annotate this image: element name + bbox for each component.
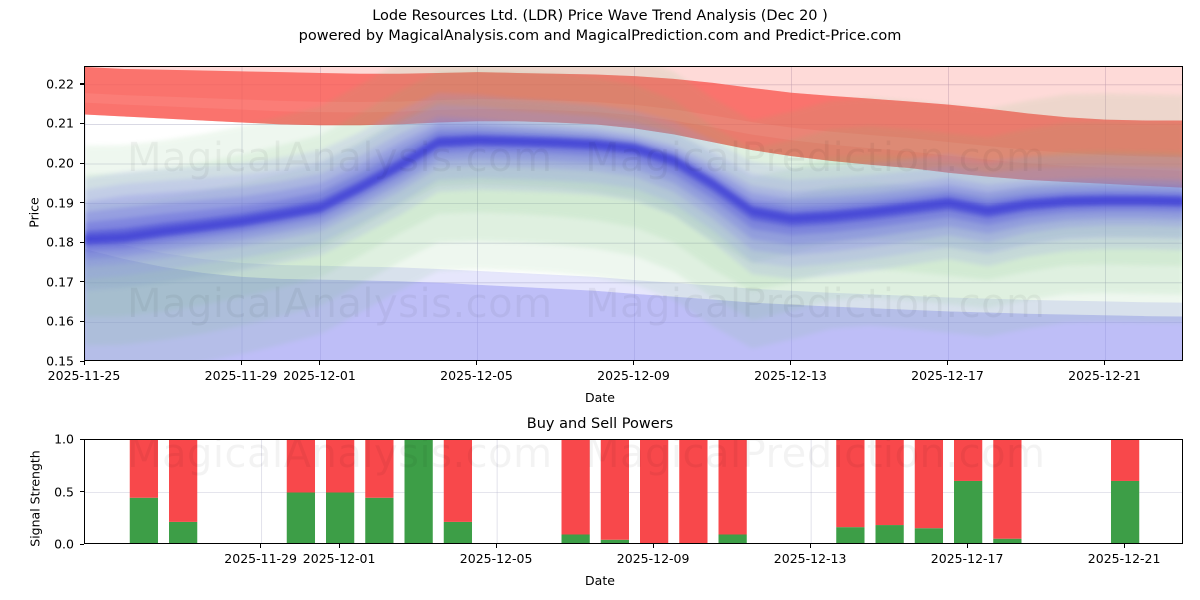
sell-power-bar: [993, 440, 1022, 539]
signal-x-tickmark: [809, 544, 811, 548]
sell-power-bar: [679, 440, 708, 543]
buy-power-bar: [326, 492, 355, 543]
sell-power-bar: [443, 440, 473, 522]
sell-power-bar: [129, 440, 159, 498]
signal-x-axis-label: Date: [585, 573, 615, 588]
page-title: Lode Resources Ltd. (LDR) Price Wave Tre…: [0, 6, 1200, 46]
price-y-tick-018: 0.18: [46, 234, 74, 250]
price-y-tickmark: [80, 83, 84, 85]
price-y-tickmark: [80, 320, 84, 323]
price-y-tick-020: 0.20: [46, 155, 74, 171]
buy-power-bar: [169, 521, 198, 543]
title-primary: Lode Resources Ltd. (LDR) Price Wave Tre…: [372, 8, 828, 24]
buy-power-bar: [993, 538, 1022, 543]
price-x-tick-2025-12-17: 2025-12-17: [911, 368, 984, 383]
signal-x-tickmark: [966, 544, 968, 548]
price-plot-area: MagicalAnalysis.com MagicalPrediction.co…: [84, 66, 1183, 361]
signal-y-tick-10: 1.0: [54, 431, 74, 447]
signal-x-tickmark: [260, 544, 262, 548]
buy-power-bar: [875, 525, 904, 543]
buy-power-bar: [954, 480, 983, 543]
buy-power-bar: [286, 492, 316, 543]
buy-power-bar: [914, 528, 944, 543]
buy-power-bar: [1110, 480, 1140, 543]
signal-x-tick-2025-11-29: 2025-11-29: [224, 551, 297, 566]
price-x-tickmark: [476, 361, 478, 365]
signal-chart-title: Buy and Sell Powers: [526, 416, 674, 432]
sell-power-bar: [561, 440, 590, 535]
signal-x-tickmark: [652, 544, 654, 548]
price-y-tick-015: 0.15: [46, 353, 74, 369]
signal-x-tickmark: [338, 544, 340, 548]
signal-y-tickmark: [80, 491, 84, 493]
sell-power-bar: [600, 440, 630, 540]
buy-power-bar: [404, 440, 433, 543]
buy-power-bar: [365, 497, 394, 543]
sell-power-bar: [914, 440, 944, 529]
sell-power-bar: [836, 440, 865, 528]
price-y-tickmark: [80, 202, 84, 204]
price-x-tick-2025-11-25: 2025-11-25: [47, 368, 121, 383]
price-y-tickmark: [80, 241, 84, 243]
title-secondary: powered by MagicalAnalysis.com and Magic…: [298, 28, 902, 44]
signal-y-tickmark: [80, 543, 84, 545]
sell-power-bar: [875, 440, 904, 526]
signal-x-tick-2025-12-13: 2025-12-13: [773, 551, 847, 566]
price-x-tick-2025-12-09: 2025-12-09: [597, 368, 670, 383]
price-y-tick-019: 0.19: [46, 195, 74, 211]
price-x-tickmark: [1104, 361, 1106, 365]
signal-chart-svg: [85, 440, 1182, 543]
price-y-tickmark: [80, 122, 84, 125]
signal-plot-area: MagicalAnalysis.com MagicalPrediction.co…: [84, 439, 1183, 544]
price-x-tickmark: [947, 361, 949, 365]
price-x-tickmark: [240, 361, 242, 365]
price-y-tick-021: 0.21: [46, 115, 74, 131]
price-x-tickmark: [83, 361, 85, 365]
buy-power-bar: [561, 534, 590, 543]
sell-power-bar: [365, 440, 394, 498]
signal-x-tick-2025-12-01: 2025-12-01: [302, 551, 376, 566]
signal-x-tick-2025-12-17: 2025-12-17: [930, 551, 1004, 566]
buy-power-bar: [129, 497, 159, 543]
price-chart-svg: [85, 67, 1182, 360]
signal-x-tickmark: [495, 544, 497, 548]
buy-power-bar: [836, 527, 865, 543]
sell-power-bar: [718, 440, 747, 535]
buy-power-bar: [443, 521, 473, 543]
signal-y-tick-00: 0.0: [54, 536, 74, 552]
signal-y-tickmark: [80, 438, 84, 440]
signal-x-tick-2025-12-21: 2025-12-21: [1087, 551, 1161, 566]
price-y-tickmark: [80, 281, 84, 283]
price-y-tick-022: 0.22: [46, 76, 74, 92]
signal-x-tickmark: [1123, 544, 1125, 548]
price-x-tick-2025-12-21: 2025-12-21: [1068, 368, 1141, 383]
sell-power-bar: [1110, 440, 1140, 481]
price-x-tick-2025-12-13: 2025-12-13: [754, 368, 827, 383]
price-y-tickmark: [80, 162, 84, 164]
price-x-tickmark: [633, 361, 635, 365]
sell-power-bar: [640, 440, 669, 543]
sell-power-bar: [169, 440, 198, 522]
sell-power-bar: [326, 440, 355, 493]
price-x-tick-2025-12-05: 2025-12-05: [440, 368, 513, 383]
sell-power-bar: [286, 440, 316, 493]
signal-x-tick-2025-12-09: 2025-12-09: [616, 551, 690, 566]
price-y-tickmark: [80, 360, 84, 362]
price-x-tickmark: [319, 361, 321, 365]
signal-y-tick-05: 0.5: [54, 484, 74, 499]
price-x-tick-2025-11-29: 2025-11-29: [204, 368, 278, 383]
buy-power-bar: [718, 534, 747, 543]
price-x-tickmark: [790, 361, 792, 365]
price-y-tick-016: 0.16: [46, 313, 74, 329]
sell-power-bar: [954, 440, 983, 481]
signal-x-tick-2025-12-05: 2025-12-05: [459, 551, 533, 566]
buy-power-bar: [600, 539, 630, 543]
price-x-tick-2025-12-01: 2025-12-01: [283, 368, 356, 383]
price-x-axis-label: Date: [585, 390, 615, 405]
price-y-tick-017: 0.17: [46, 274, 74, 290]
